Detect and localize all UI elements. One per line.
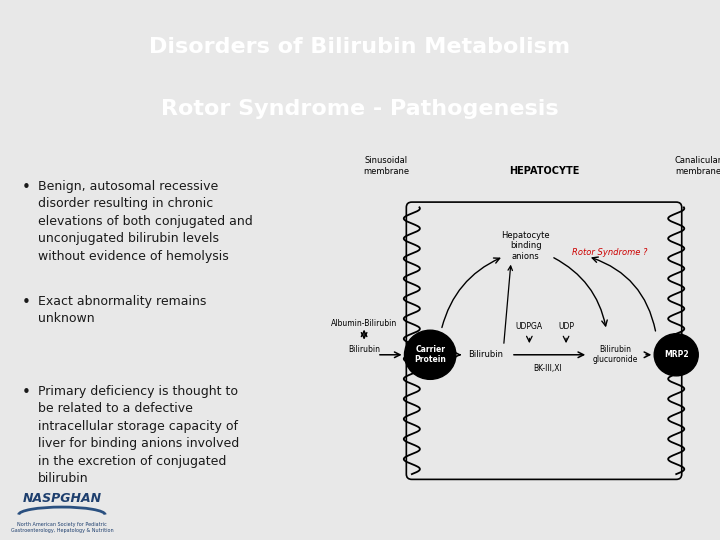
Text: MRP2: MRP2 <box>664 350 688 359</box>
Text: •: • <box>22 180 31 195</box>
Text: Hepatocyte
binding
anions: Hepatocyte binding anions <box>501 231 550 261</box>
Circle shape <box>654 334 698 376</box>
Text: UDP: UDP <box>558 322 574 331</box>
FancyArrowPatch shape <box>442 258 500 328</box>
Text: •: • <box>22 295 31 310</box>
Text: Sinusoidal
membrane: Sinusoidal membrane <box>363 157 409 176</box>
Text: Bilirubin: Bilirubin <box>348 345 380 354</box>
FancyArrowPatch shape <box>504 266 513 343</box>
Text: Rotor Syndrome ?: Rotor Syndrome ? <box>572 248 648 258</box>
Text: Exact abnormality remains
unknown: Exact abnormality remains unknown <box>38 295 207 326</box>
Text: Disorders of Bilirubin Metabolism: Disorders of Bilirubin Metabolism <box>150 37 570 57</box>
Text: Canalicular
membrane: Canalicular membrane <box>675 157 720 176</box>
Text: UDPGA: UDPGA <box>516 322 543 331</box>
Text: BK-III,XI: BK-III,XI <box>534 364 562 373</box>
Text: •: • <box>22 385 31 400</box>
Text: Carrier
Protein: Carrier Protein <box>414 345 446 364</box>
Circle shape <box>405 330 456 379</box>
Text: NASPGHAN: NASPGHAN <box>22 492 102 505</box>
Text: Benign, autosomal recessive
disorder resulting in chronic
elevations of both con: Benign, autosomal recessive disorder res… <box>38 180 253 263</box>
Text: North American Society for Pediatric
Gastroenterology, Hepatology & Nutrition: North American Society for Pediatric Gas… <box>11 522 113 533</box>
Text: Rotor Syndrome - Pathogenesis: Rotor Syndrome - Pathogenesis <box>161 99 559 119</box>
Text: Primary deficiency is thought to
be related to a defective
intracellular storage: Primary deficiency is thought to be rela… <box>38 385 239 485</box>
FancyArrowPatch shape <box>593 257 655 331</box>
Text: Bilirubin: Bilirubin <box>468 350 503 359</box>
Text: HEPATOCYTE: HEPATOCYTE <box>509 166 579 176</box>
FancyArrowPatch shape <box>554 258 607 326</box>
Text: Albumin-Bilirubin: Albumin-Bilirubin <box>331 319 397 328</box>
Text: Bilirubin
glucuronide: Bilirubin glucuronide <box>593 345 639 364</box>
